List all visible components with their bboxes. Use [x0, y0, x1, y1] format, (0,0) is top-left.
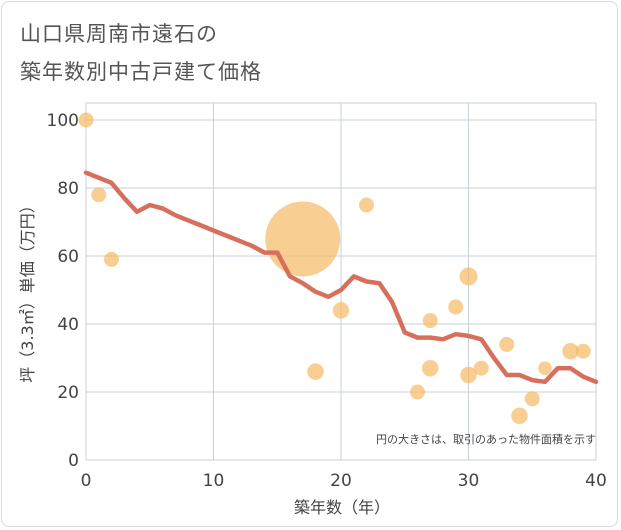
- y-tick-label: 80: [57, 179, 79, 199]
- bubbles: [78, 112, 591, 425]
- y-tick-label: 60: [57, 247, 79, 267]
- x-tick-label: 30: [458, 471, 480, 491]
- bubble-point: [460, 366, 477, 384]
- bubble-point: [265, 201, 341, 277]
- y-tick-label: 40: [57, 315, 79, 335]
- bubble-point: [422, 359, 439, 377]
- x-tick-label: 0: [81, 471, 92, 491]
- bubble-point: [459, 267, 478, 286]
- bubble-point: [104, 251, 119, 267]
- bubble-point: [511, 407, 528, 425]
- bubble-point: [448, 299, 464, 315]
- bubble-point: [422, 313, 438, 329]
- trend-line-group: [83, 170, 599, 385]
- bubble-point: [359, 197, 374, 213]
- tick-labels: 0 10 20 30 40 0 20 40 60 80 100: [47, 111, 607, 491]
- bubble-point: [473, 360, 489, 376]
- bubble-point: [562, 342, 579, 360]
- bubble-point: [78, 112, 94, 128]
- y-tick-label: 20: [57, 383, 79, 403]
- y-tick-label: 0: [68, 451, 79, 471]
- x-tick-label: 10: [203, 471, 225, 491]
- bubble-point: [575, 343, 591, 359]
- y-axis-label: 坪（3.3㎡）単価（万円）: [18, 197, 37, 382]
- bubble-point: [332, 302, 350, 319]
- bubble-point: [538, 361, 552, 375]
- chart-title-line-2: 築年数別中古戸建て価格: [20, 60, 262, 84]
- bubble-point: [410, 384, 425, 400]
- bubble-point: [91, 187, 107, 203]
- bubble-point: [499, 336, 515, 352]
- x-axis-label: 築年数（年）: [294, 498, 390, 517]
- x-tick-label: 20: [330, 471, 352, 491]
- x-tick-label: 40: [585, 471, 607, 491]
- grid-lines: [85, 102, 597, 461]
- size-note: 円の大きさは、取引のあった物件面積を示す: [376, 432, 596, 446]
- bubble-point: [307, 363, 324, 380]
- trend-line: [83, 170, 599, 385]
- chart-title-line-1: 山口県周南市遠石の: [20, 22, 218, 46]
- bubble-point: [524, 391, 540, 407]
- y-tick-label: 100: [47, 111, 79, 131]
